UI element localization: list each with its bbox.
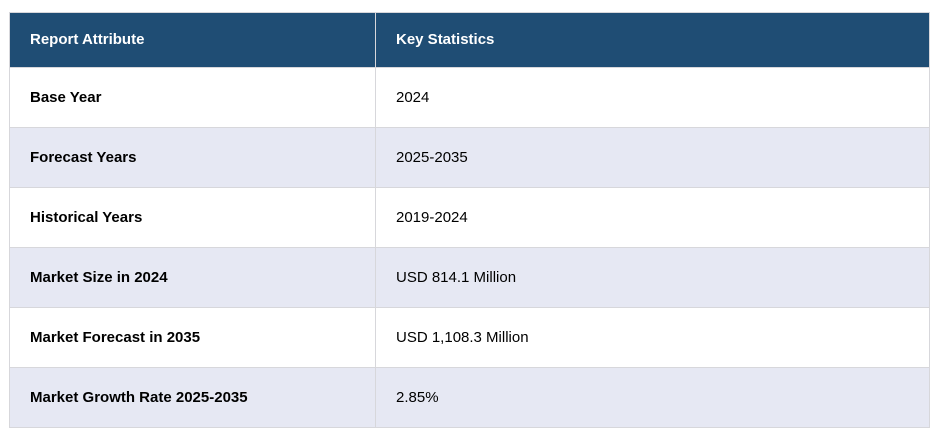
header-row: Report Attribute Key Statistics — [9, 12, 930, 68]
value-cell-historical-years: 2019-2024 — [375, 187, 930, 248]
value-cell-forecast-years: 2025-2035 — [375, 127, 930, 188]
attribute-cell-market-size-2024: Market Size in 2024 — [9, 247, 376, 308]
table-row: Market Growth Rate 2025-2035 2.85% — [9, 367, 930, 428]
value-cell-base-year: 2024 — [375, 67, 930, 128]
table-row: Base Year 2024 — [9, 67, 930, 128]
report-statistics-table-container: Report Attribute Key Statistics Base Yea… — [9, 12, 930, 428]
attribute-cell-market-growth-rate: Market Growth Rate 2025-2035 — [9, 367, 376, 428]
value-cell-market-size-2024: USD 814.1 Million — [375, 247, 930, 308]
value-cell-market-forecast-2035: USD 1,108.3 Million — [375, 307, 930, 368]
attribute-cell-forecast-years: Forecast Years — [9, 127, 376, 188]
table-row: Market Size in 2024 USD 814.1 Million — [9, 247, 930, 308]
table-row: Market Forecast in 2035 USD 1,108.3 Mill… — [9, 307, 930, 368]
attribute-cell-historical-years: Historical Years — [9, 187, 376, 248]
table-row: Forecast Years 2025-2035 — [9, 127, 930, 188]
column-header-key-statistics: Key Statistics — [375, 12, 930, 68]
table-row: Historical Years 2019-2024 — [9, 187, 930, 248]
attribute-cell-base-year: Base Year — [9, 67, 376, 128]
report-attributes-table: Report Attribute Key Statistics Base Yea… — [9, 12, 930, 428]
table-body: Base Year 2024 Forecast Years 2025-2035 … — [9, 67, 930, 428]
attribute-cell-market-forecast-2035: Market Forecast in 2035 — [9, 307, 376, 368]
column-header-report-attribute: Report Attribute — [9, 12, 376, 68]
value-cell-market-growth-rate: 2.85% — [375, 367, 930, 428]
table-header: Report Attribute Key Statistics — [9, 12, 930, 68]
